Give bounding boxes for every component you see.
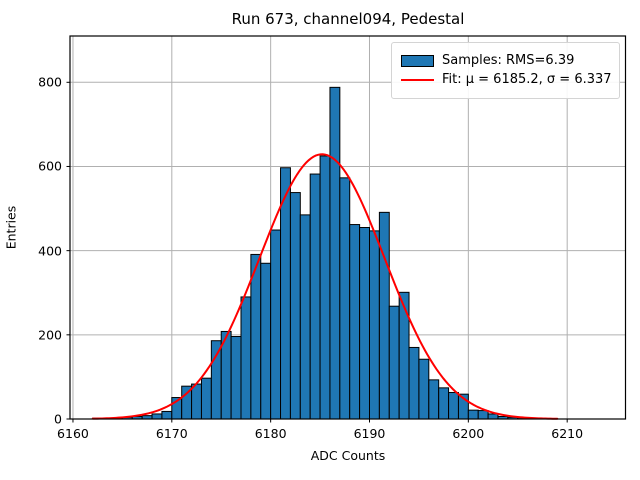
x-tick-label: 6170 xyxy=(155,426,188,441)
legend-entry-samples: Samples: RMS=6.39 xyxy=(401,53,610,69)
fit-line-swatch-icon xyxy=(401,79,434,81)
y-tick-label: 400 xyxy=(38,243,62,259)
chart-title: Run 673, channel094, Pedestal xyxy=(231,10,465,28)
y-axis-label: Entries xyxy=(3,205,19,250)
x-tick-label: 6160 xyxy=(57,426,89,441)
legend-entry-fit: Fit: μ = 6185.2, σ = 6.337 xyxy=(401,72,612,88)
samples-swatch-icon xyxy=(401,55,434,67)
legend: Samples: RMS=6.39 Fit: μ = 6185.2, σ = 6… xyxy=(391,42,620,99)
histogram-bars xyxy=(92,86,558,420)
x-tick-label: 6200 xyxy=(452,426,485,441)
axis-ticks xyxy=(66,81,568,423)
y-tick-label: 600 xyxy=(38,158,62,174)
y-tick-label: 800 xyxy=(38,74,62,90)
y-tick-label: 0 xyxy=(54,411,62,427)
x-tick-label: 6180 xyxy=(254,426,287,441)
legend-fit-label: Fit: μ = 6185.2, σ = 6.337 xyxy=(442,72,612,87)
x-axis-label: ADC Counts xyxy=(310,448,386,463)
axes-spines xyxy=(69,35,627,420)
x-tick-label: 6190 xyxy=(353,426,386,441)
y-tick-label: 200 xyxy=(38,327,62,343)
x-tick-label: 6210 xyxy=(551,426,584,441)
gaussian-fit-curve xyxy=(91,153,559,420)
legend-samples-label: Samples: RMS=6.39 xyxy=(442,53,575,68)
